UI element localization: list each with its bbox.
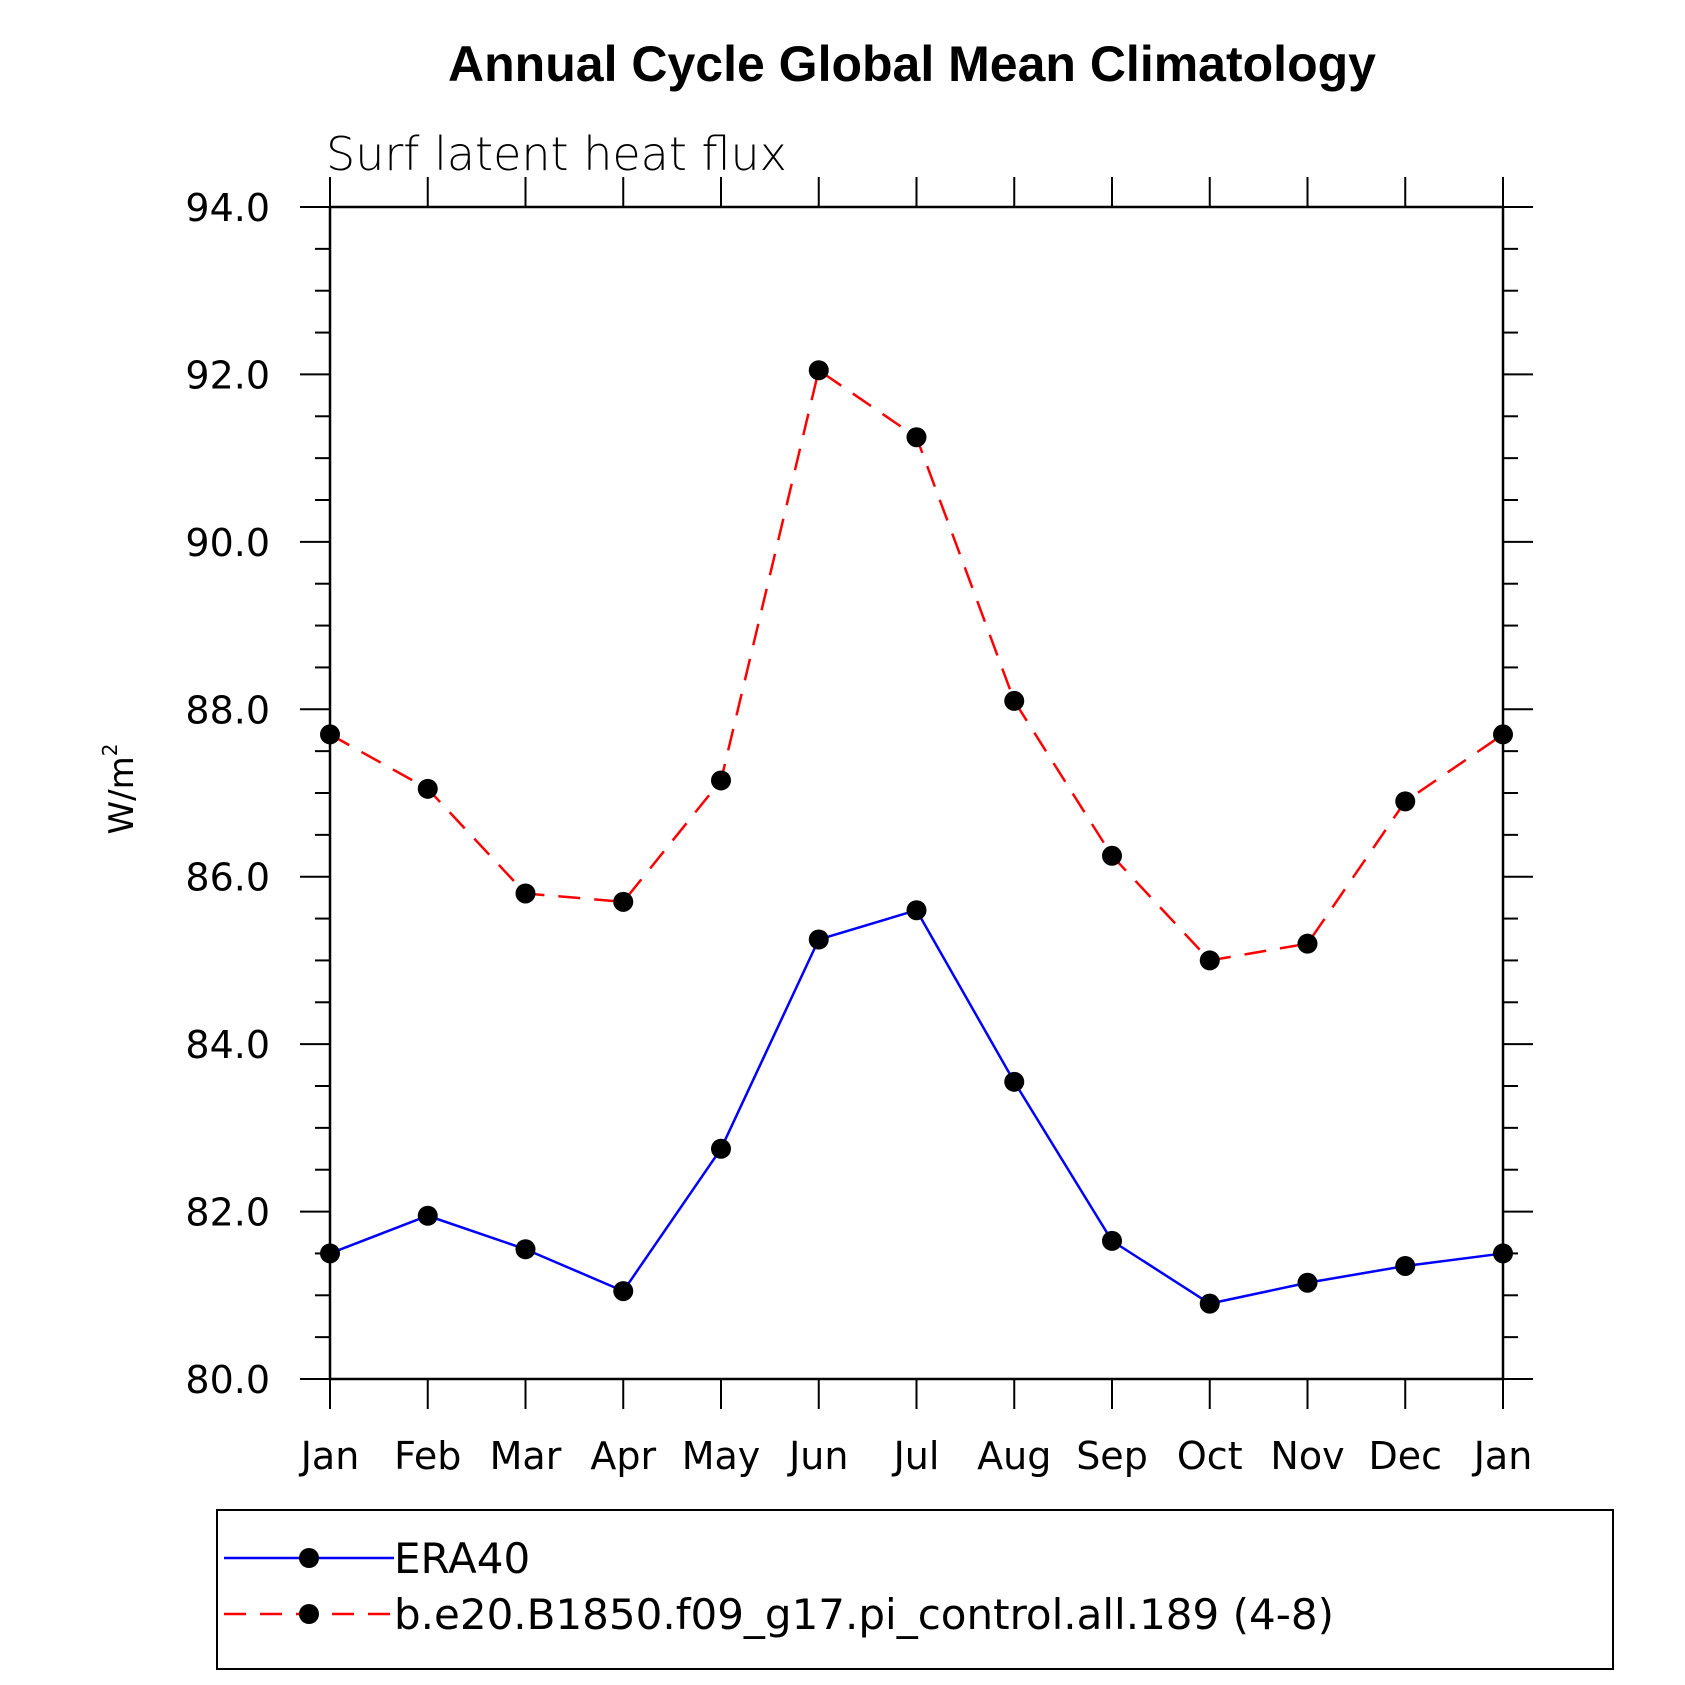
y-tick-labels: 80.0 82.0 84.0 86.0 88.0 90.0 92.0 94.0 bbox=[185, 186, 270, 1402]
legend-label-1: b.e20.B1850.f09_g17.pi_control.all.189 (… bbox=[394, 1590, 1334, 1639]
x-tick-label: Jun bbox=[787, 1434, 848, 1478]
data-point-series-0 bbox=[417, 1205, 438, 1226]
x-tick-label: Dec bbox=[1368, 1434, 1442, 1478]
x-tick-label: Mar bbox=[490, 1434, 562, 1478]
y-axis-label-superscript: 2 bbox=[98, 744, 122, 757]
y-tick-label: 86.0 bbox=[185, 856, 270, 900]
y-axis-label: W/m2 bbox=[98, 744, 142, 835]
legend-label-0: ERA40 bbox=[394, 1534, 530, 1583]
data-point-series-0 bbox=[1004, 1071, 1025, 1092]
x-tick-label: Nov bbox=[1270, 1434, 1344, 1478]
data-point-series-0 bbox=[1199, 1293, 1220, 1314]
data-point-series-0 bbox=[1102, 1230, 1122, 1251]
data-point-series-1 bbox=[613, 891, 634, 912]
data-point-series-1 bbox=[1102, 845, 1122, 866]
plot-area-border bbox=[328, 205, 1505, 1381]
x-tick-label: Apr bbox=[590, 1434, 656, 1478]
series-layer bbox=[320, 360, 1513, 1314]
axis-ticks bbox=[300, 177, 1533, 1409]
legend-box bbox=[216, 1509, 1614, 1670]
data-point-series-1 bbox=[1493, 724, 1513, 745]
y-tick-label: 80.0 bbox=[185, 1358, 270, 1402]
x-tick-label: Jan bbox=[1472, 1434, 1533, 1478]
data-point-series-1 bbox=[1199, 950, 1220, 971]
y-tick-label: 90.0 bbox=[185, 521, 270, 565]
x-tick-label: Feb bbox=[394, 1434, 461, 1478]
chart-title: Annual Cycle Global Mean Climatology bbox=[448, 36, 1376, 92]
y-tick-label: 94.0 bbox=[185, 186, 270, 230]
x-tick-label: Oct bbox=[1177, 1434, 1243, 1478]
data-point-series-1 bbox=[1004, 690, 1025, 711]
data-point-series-0 bbox=[1493, 1243, 1513, 1264]
x-tick-label: May bbox=[682, 1434, 761, 1478]
svg-text:W/m2: W/m2 bbox=[98, 744, 142, 835]
data-point-series-1 bbox=[515, 883, 536, 904]
plot-frame bbox=[328, 205, 1505, 1381]
legend: ERA40 b.e20.B1850.f09_g17.pi_control.all.… bbox=[216, 1509, 1614, 1670]
data-point-series-0 bbox=[613, 1281, 634, 1302]
y-tick-label: 84.0 bbox=[185, 1023, 270, 1067]
data-point-series-0 bbox=[711, 1138, 731, 1159]
data-point-series-0 bbox=[906, 900, 927, 921]
series-line-0 bbox=[329, 908, 1504, 1305]
series-line-1 bbox=[329, 368, 1504, 962]
data-point-series-1 bbox=[1297, 933, 1318, 954]
data-point-series-1 bbox=[711, 770, 731, 791]
legend-marker-1 bbox=[299, 1604, 319, 1624]
y-tick-label: 82.0 bbox=[185, 1191, 270, 1235]
x-tick-labels: Jan Feb Mar Apr May Jun Jul Aug Sep Oct Nov Dec Jan bbox=[299, 1434, 1533, 1478]
y-tick-label: 92.0 bbox=[185, 353, 270, 397]
data-point-series-0 bbox=[1297, 1272, 1318, 1293]
data-point-series-1 bbox=[1395, 791, 1416, 812]
data-point-series-1 bbox=[320, 724, 340, 745]
legend-marker-0 bbox=[299, 1548, 319, 1568]
x-tick-label: Aug bbox=[977, 1434, 1051, 1478]
data-point-series-0 bbox=[515, 1239, 536, 1260]
x-tick-label: Sep bbox=[1076, 1434, 1148, 1478]
x-tick-label: Jul bbox=[892, 1434, 940, 1478]
y-tick-label: 88.0 bbox=[185, 688, 270, 732]
data-point-series-0 bbox=[320, 1243, 340, 1264]
chart-subtitle: Surf latent heat flux bbox=[326, 127, 787, 181]
x-tick-label: Jan bbox=[299, 1434, 360, 1478]
data-point-series-1 bbox=[417, 778, 438, 799]
data-point-series-0 bbox=[808, 929, 829, 950]
data-point-series-1 bbox=[808, 360, 829, 381]
y-axis-label-text: W/m bbox=[102, 756, 142, 834]
data-point-series-1 bbox=[906, 427, 927, 448]
data-point-series-0 bbox=[1395, 1255, 1416, 1276]
